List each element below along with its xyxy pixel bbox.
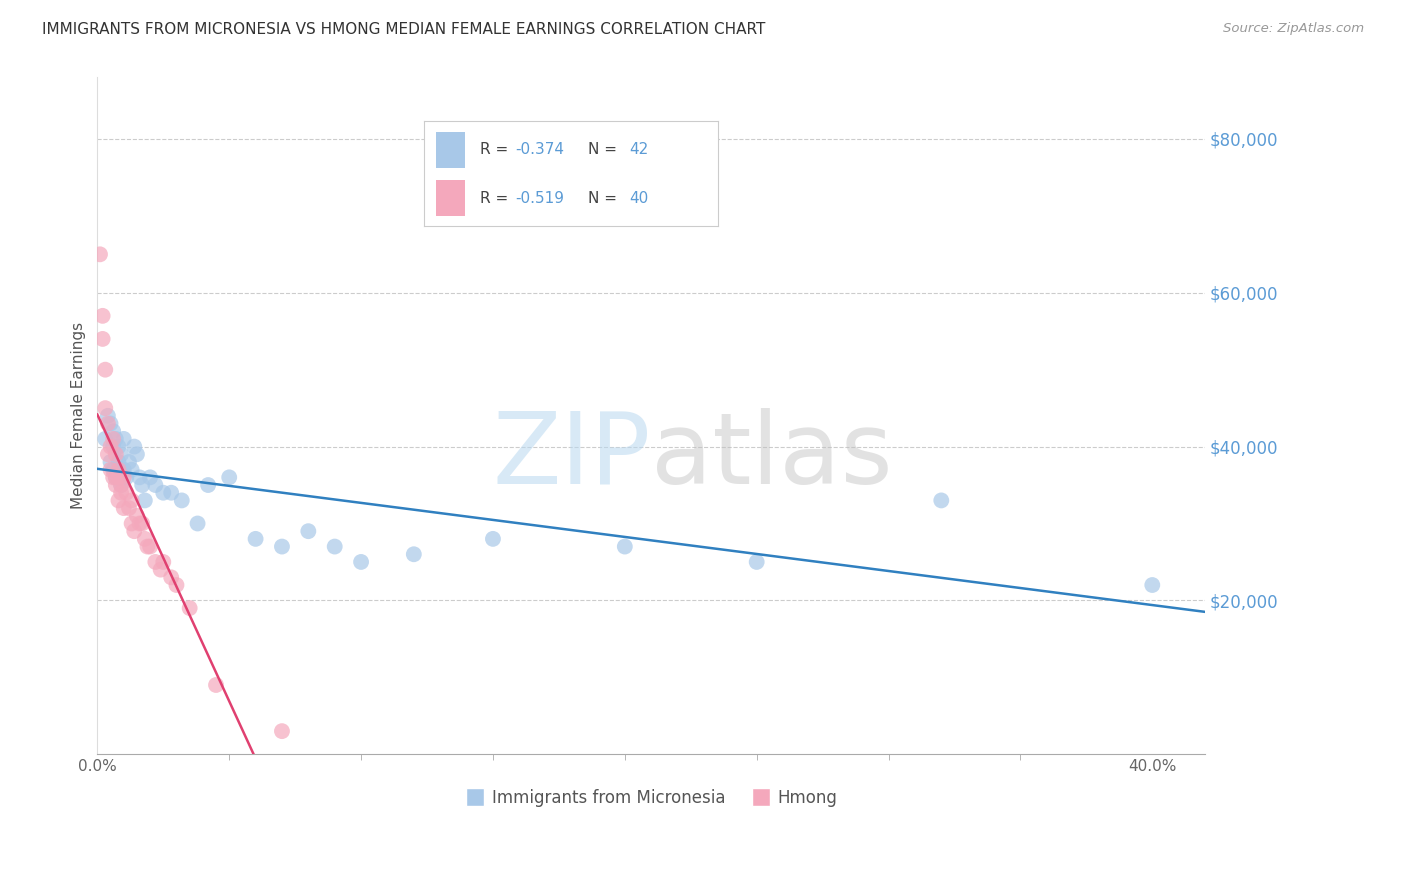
Point — [97, 417, 120, 431]
Point — [110, 478, 132, 492]
Text: Source: ZipAtlas.com: Source: ZipAtlas.com — [1223, 22, 1364, 36]
Point — [125, 508, 148, 523]
Point — [101, 463, 124, 477]
Point — [101, 432, 124, 446]
Point — [149, 563, 172, 577]
Point — [100, 463, 122, 477]
Text: atlas: atlas — [651, 408, 893, 505]
Point — [110, 478, 132, 492]
Point — [145, 555, 167, 569]
Point — [402, 547, 425, 561]
Legend: Immigrants from Micronesia, Hmong: Immigrants from Micronesia, Hmong — [458, 782, 844, 814]
Point — [112, 501, 135, 516]
Text: ZIP: ZIP — [494, 408, 651, 505]
Point — [187, 516, 209, 531]
Point — [118, 501, 141, 516]
Point — [94, 432, 117, 446]
Point — [121, 516, 143, 531]
Point — [104, 432, 127, 446]
Point — [297, 524, 319, 538]
Point — [91, 309, 114, 323]
Point — [613, 540, 636, 554]
Point — [101, 424, 124, 438]
Point — [929, 493, 952, 508]
Point — [107, 463, 129, 477]
Point — [107, 440, 129, 454]
Point — [482, 532, 505, 546]
Point — [170, 493, 193, 508]
Point — [94, 362, 117, 376]
Point — [271, 724, 294, 739]
Point — [350, 555, 373, 569]
Point — [104, 447, 127, 461]
Point — [323, 540, 346, 554]
Point — [91, 332, 114, 346]
Point — [745, 555, 768, 569]
Point — [97, 447, 120, 461]
Point — [101, 440, 124, 454]
Point — [101, 470, 124, 484]
Point — [115, 485, 138, 500]
Point — [160, 485, 183, 500]
Point — [166, 578, 188, 592]
Point — [131, 478, 153, 492]
Point — [112, 463, 135, 477]
Point — [104, 470, 127, 484]
Point — [245, 532, 267, 546]
Point — [205, 678, 228, 692]
Point — [160, 570, 183, 584]
Point — [104, 478, 127, 492]
Point — [100, 417, 122, 431]
Point — [121, 493, 143, 508]
Point — [118, 455, 141, 469]
Point — [1142, 578, 1164, 592]
Point — [145, 478, 167, 492]
Point — [152, 555, 174, 569]
Point — [112, 432, 135, 446]
Point — [128, 470, 150, 484]
Point — [271, 540, 294, 554]
Point — [89, 247, 111, 261]
Y-axis label: Median Female Earnings: Median Female Earnings — [72, 322, 86, 509]
Point — [112, 470, 135, 484]
Point — [139, 470, 162, 484]
Point — [100, 440, 122, 454]
Point — [107, 455, 129, 469]
Point — [100, 455, 122, 469]
Point — [107, 470, 129, 484]
Point — [179, 601, 201, 615]
Point — [104, 470, 127, 484]
Point — [110, 447, 132, 461]
Point — [139, 540, 162, 554]
Text: IMMIGRANTS FROM MICRONESIA VS HMONG MEDIAN FEMALE EARNINGS CORRELATION CHART: IMMIGRANTS FROM MICRONESIA VS HMONG MEDI… — [42, 22, 765, 37]
Point — [134, 493, 156, 508]
Point — [110, 485, 132, 500]
Point — [97, 409, 120, 423]
Point — [125, 447, 148, 461]
Point — [94, 401, 117, 416]
Point — [107, 493, 129, 508]
Point — [124, 440, 146, 454]
Point — [115, 470, 138, 484]
Point — [218, 470, 240, 484]
Point — [197, 478, 219, 492]
Point — [121, 463, 143, 477]
Point — [136, 540, 159, 554]
Point — [152, 485, 174, 500]
Point — [131, 516, 153, 531]
Point — [124, 524, 146, 538]
Point — [134, 532, 156, 546]
Point — [128, 516, 150, 531]
